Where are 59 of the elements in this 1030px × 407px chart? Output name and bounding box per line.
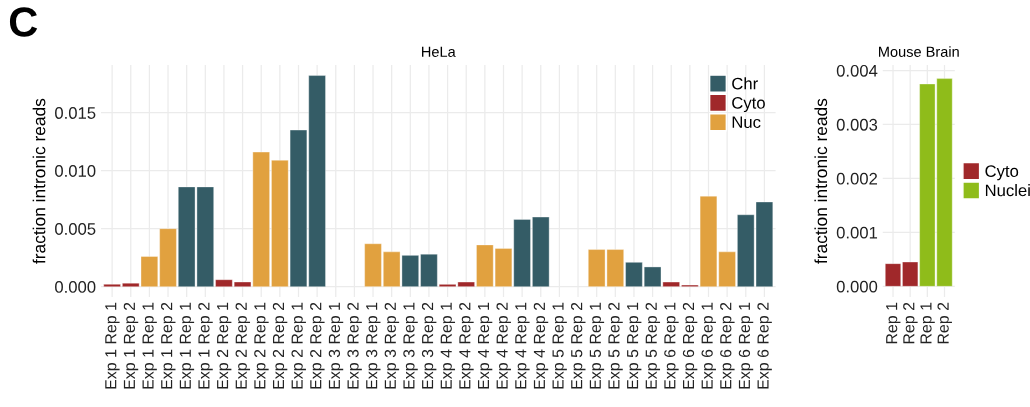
x-tick-label: Exp 1 Rep 1 <box>142 302 157 389</box>
x-tick-label: Exp 2 Rep 2 <box>272 302 288 389</box>
chart-title: HeLa <box>422 46 456 57</box>
legend-label: Chr <box>732 77 758 90</box>
legend-label: Cyto <box>732 96 765 113</box>
x-tick-label: Exp 3 Rep 2 <box>384 302 400 389</box>
x-tick-label: Exp 4 Rep 1 <box>478 302 493 389</box>
x-tick-label: Exp 6 Rep 2 <box>757 302 772 389</box>
x-tick-label: Exp 2 Rep 1 <box>216 302 232 389</box>
x-tick-label: Exp 1 Rep 1 <box>179 302 195 389</box>
x-tick-label: Rep 1 <box>886 302 901 344</box>
x-tick-label: Exp 5 Rep 2 <box>571 302 586 389</box>
y-tick-label: 0.000 <box>836 280 878 293</box>
y-tick-label: 0.003 <box>836 118 878 131</box>
x-tick-label: Exp 3 Rep 1 <box>328 302 344 389</box>
x-tick-label: Rep 2 <box>937 302 952 344</box>
x-tick-label: Exp 2 Rep 2 <box>235 302 251 389</box>
y-tick-label: 0.004 <box>836 64 878 77</box>
x-tick-label: Exp 1 Rep 2 <box>198 302 213 389</box>
x-tick-label: Rep 1 <box>920 302 935 344</box>
x-tick-label: Rep 2 <box>903 302 918 344</box>
x-tick-label: Exp 2 Rep 2 <box>310 302 325 389</box>
legend-label: Cyto <box>985 165 1019 181</box>
x-tick-label: Exp 6 Rep 1 <box>664 302 679 389</box>
x-tick-label: Exp 3 Rep 2 <box>421 302 437 389</box>
y-tick-label: 0.005 <box>55 223 96 235</box>
y-tick-label: 0.001 <box>836 226 878 239</box>
y-tick-label: 0.000 <box>55 281 96 293</box>
x-tick-label: Exp 6 Rep 1 <box>701 302 716 389</box>
chart-title: Mouse Brain <box>879 46 959 57</box>
y-tick-label: 0.015 <box>55 107 96 119</box>
x-tick-label: Exp 5 Rep 2 <box>608 302 623 389</box>
legend-label: Nuclei <box>985 184 1030 197</box>
x-tick-label: Exp 2 Rep 1 <box>291 302 306 389</box>
x-tick-label: Exp 5 Rep 2 <box>645 302 661 389</box>
y-axis-title: fraction intronic reads <box>814 98 828 264</box>
x-tick-label: Exp 5 Rep 1 <box>589 302 605 389</box>
x-tick-label: Exp 5 Rep 1 <box>627 302 642 389</box>
x-tick-label: Exp 3 Rep 1 <box>366 302 381 389</box>
x-tick-label: Exp 1 Rep 1 <box>105 302 120 389</box>
x-tick-label: Exp 4 Rep 2 <box>533 302 549 389</box>
x-tick-label: Exp 6 Rep 2 <box>720 302 735 389</box>
x-tick-label: Exp 5 Rep 1 <box>552 302 567 389</box>
x-tick-label: Exp 1 Rep 2 <box>123 302 139 389</box>
x-tick-label: Exp 4 Rep 2 <box>496 302 511 389</box>
x-tick-label: Exp 4 Rep 1 <box>515 302 530 389</box>
x-tick-label: Exp 6 Rep 2 <box>682 302 698 389</box>
x-tick-label: Exp 4 Rep 2 <box>459 302 474 389</box>
legend-label: Nuc <box>732 116 761 129</box>
x-tick-label: Exp 3 Rep 1 <box>403 302 418 389</box>
y-axis-title: fraction intronic reads <box>32 98 46 264</box>
x-tick-label: Exp 3 Rep 2 <box>347 302 362 389</box>
x-tick-label: Exp 1 Rep 2 <box>161 302 176 389</box>
x-tick-label: Exp 6 Rep 1 <box>738 302 754 389</box>
y-tick-label: 0.010 <box>55 165 96 177</box>
text: C <box>9 7 38 37</box>
x-tick-label: Exp 4 Rep 1 <box>440 302 456 389</box>
x-tick-label: Exp 2 Rep 1 <box>254 302 269 389</box>
y-tick-label: 0.002 <box>836 172 878 185</box>
